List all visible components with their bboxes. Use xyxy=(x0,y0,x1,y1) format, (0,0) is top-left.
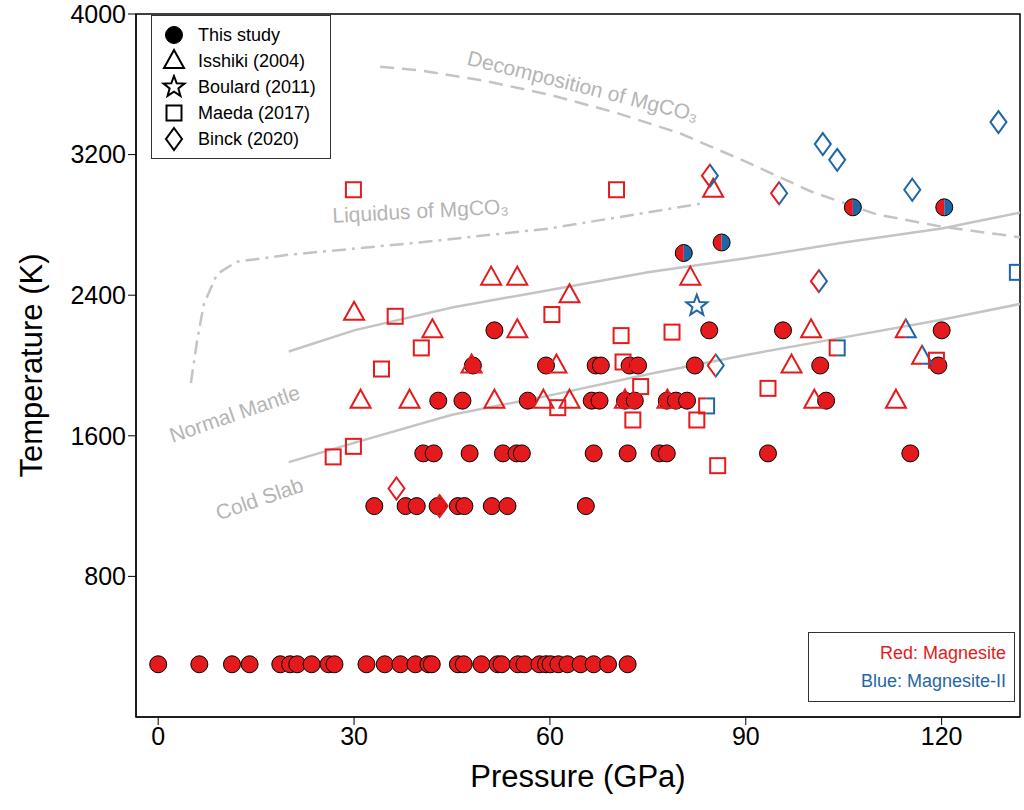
html-text:This study: This study xyxy=(198,24,280,45)
svg-text:800: 800 xyxy=(84,562,126,590)
svg-text:Pressure (GPa): Pressure (GPa) xyxy=(470,759,685,794)
svg-text:3200: 3200 xyxy=(70,140,126,168)
svg-text:Temperature (K): Temperature (K) xyxy=(14,254,49,478)
html-text:Red: Magnesite: Red: Magnesite xyxy=(879,643,1006,663)
svg-text:0: 0 xyxy=(151,722,165,750)
html-text:Blue: Magnesite-II: Blue: Magnesite-II xyxy=(860,671,1006,691)
html-text:Isshiki (2004): Isshiki (2004) xyxy=(198,50,305,71)
svg-text:4000: 4000 xyxy=(70,0,126,28)
svg-text:120: 120 xyxy=(921,722,963,750)
html-text:Maeda (2017): Maeda (2017) xyxy=(198,102,311,123)
svg-text:1600: 1600 xyxy=(70,422,126,450)
svg-text:90: 90 xyxy=(732,722,760,750)
svg-text:60: 60 xyxy=(536,722,564,750)
svg-text:Decomposition of MgCO₃: Decomposition of MgCO₃ xyxy=(465,46,701,126)
svg-text:Liquidus of MgCO₃: Liquidus of MgCO₃ xyxy=(332,195,510,227)
svg-text:Normal Mantle: Normal Mantle xyxy=(166,380,303,446)
html-text:Boulard (2011): Boulard (2011) xyxy=(198,76,316,97)
svg-text:2400: 2400 xyxy=(70,281,126,309)
html-text:Binck (2020): Binck (2020) xyxy=(198,128,300,149)
svg-text:Cold Slab: Cold Slab xyxy=(213,473,307,524)
svg-text:30: 30 xyxy=(340,722,368,750)
